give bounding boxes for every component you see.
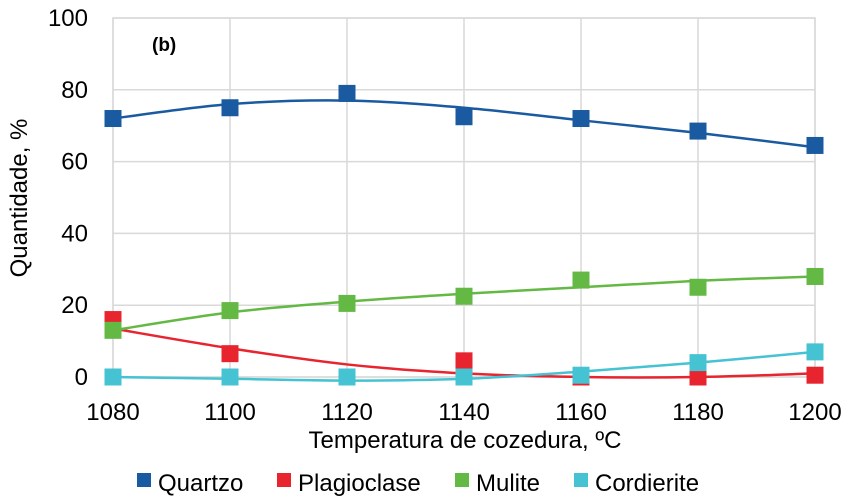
- marker-mulite: [221, 302, 239, 320]
- x-tick-label: 1100: [204, 399, 256, 426]
- x-tick-label: 1140: [438, 399, 490, 426]
- x-axis-title: Temperatura de cozedura, ºC: [309, 427, 622, 454]
- marker-cordierite: [689, 354, 707, 372]
- marker-mulite: [572, 271, 590, 289]
- y-tick-label: 40: [61, 220, 88, 247]
- legend-swatch-mulite: [455, 473, 469, 487]
- gridlines: [112, 17, 816, 378]
- marker-plagioclase: [455, 352, 473, 370]
- legend-label-mulite: Mulite: [476, 470, 540, 497]
- x-tick-label: 1080: [86, 399, 139, 426]
- legend-label-cordierite: Cordierite: [595, 470, 699, 497]
- marker-cordierite: [338, 368, 356, 386]
- marker-plagioclase: [221, 345, 239, 363]
- marker-mulite: [338, 294, 356, 312]
- data-markers: [104, 84, 824, 386]
- marker-mulite: [689, 278, 707, 296]
- x-tick-label: 1120: [321, 399, 373, 426]
- y-tick-label: 60: [61, 149, 88, 176]
- marker-cordierite: [806, 343, 824, 361]
- marker-quartzo: [104, 110, 122, 128]
- y-tick-labels: 0 20 40 60 80 100: [48, 5, 88, 391]
- marker-quartzo: [455, 108, 473, 126]
- marker-quartzo: [221, 99, 239, 117]
- x-tick-label: 1160: [555, 399, 607, 426]
- marker-cordierite: [455, 368, 473, 386]
- y-tick-label: 80: [61, 77, 88, 104]
- legend-label-quartzo: Quartzo: [158, 470, 243, 497]
- x-tick-labels: 1080 1100 1120 1140 1160 1180 1200: [86, 399, 841, 426]
- legend-swatch-quartzo: [137, 473, 151, 487]
- y-axis-title: Quantidade, %: [6, 119, 33, 278]
- legend-label-plagioclase: Plagioclase: [298, 470, 421, 497]
- panel-label: (b): [152, 35, 176, 56]
- x-tick-label: 1200: [788, 399, 841, 426]
- marker-quartzo: [338, 84, 356, 102]
- legend: Quartzo Plagioclase Mulite Cordierite: [137, 470, 699, 497]
- marker-quartzo: [806, 136, 824, 154]
- y-tick-label: 100: [48, 5, 88, 32]
- x-tick-label: 1180: [672, 399, 724, 426]
- legend-swatch-cordierite: [574, 473, 588, 487]
- marker-quartzo: [572, 110, 590, 128]
- marker-cordierite: [572, 366, 590, 384]
- marker-quartzo: [689, 122, 707, 140]
- y-tick-label: 20: [61, 292, 88, 319]
- marker-mulite: [104, 321, 122, 339]
- marker-cordierite: [221, 368, 239, 386]
- marker-plagioclase: [806, 366, 824, 384]
- marker-plagioclase: [689, 368, 707, 386]
- marker-mulite: [455, 287, 473, 305]
- marker-mulite: [806, 267, 824, 285]
- legend-swatch-plagioclase: [277, 473, 291, 487]
- y-tick-label: 0: [75, 364, 88, 391]
- marker-cordierite: [104, 368, 122, 386]
